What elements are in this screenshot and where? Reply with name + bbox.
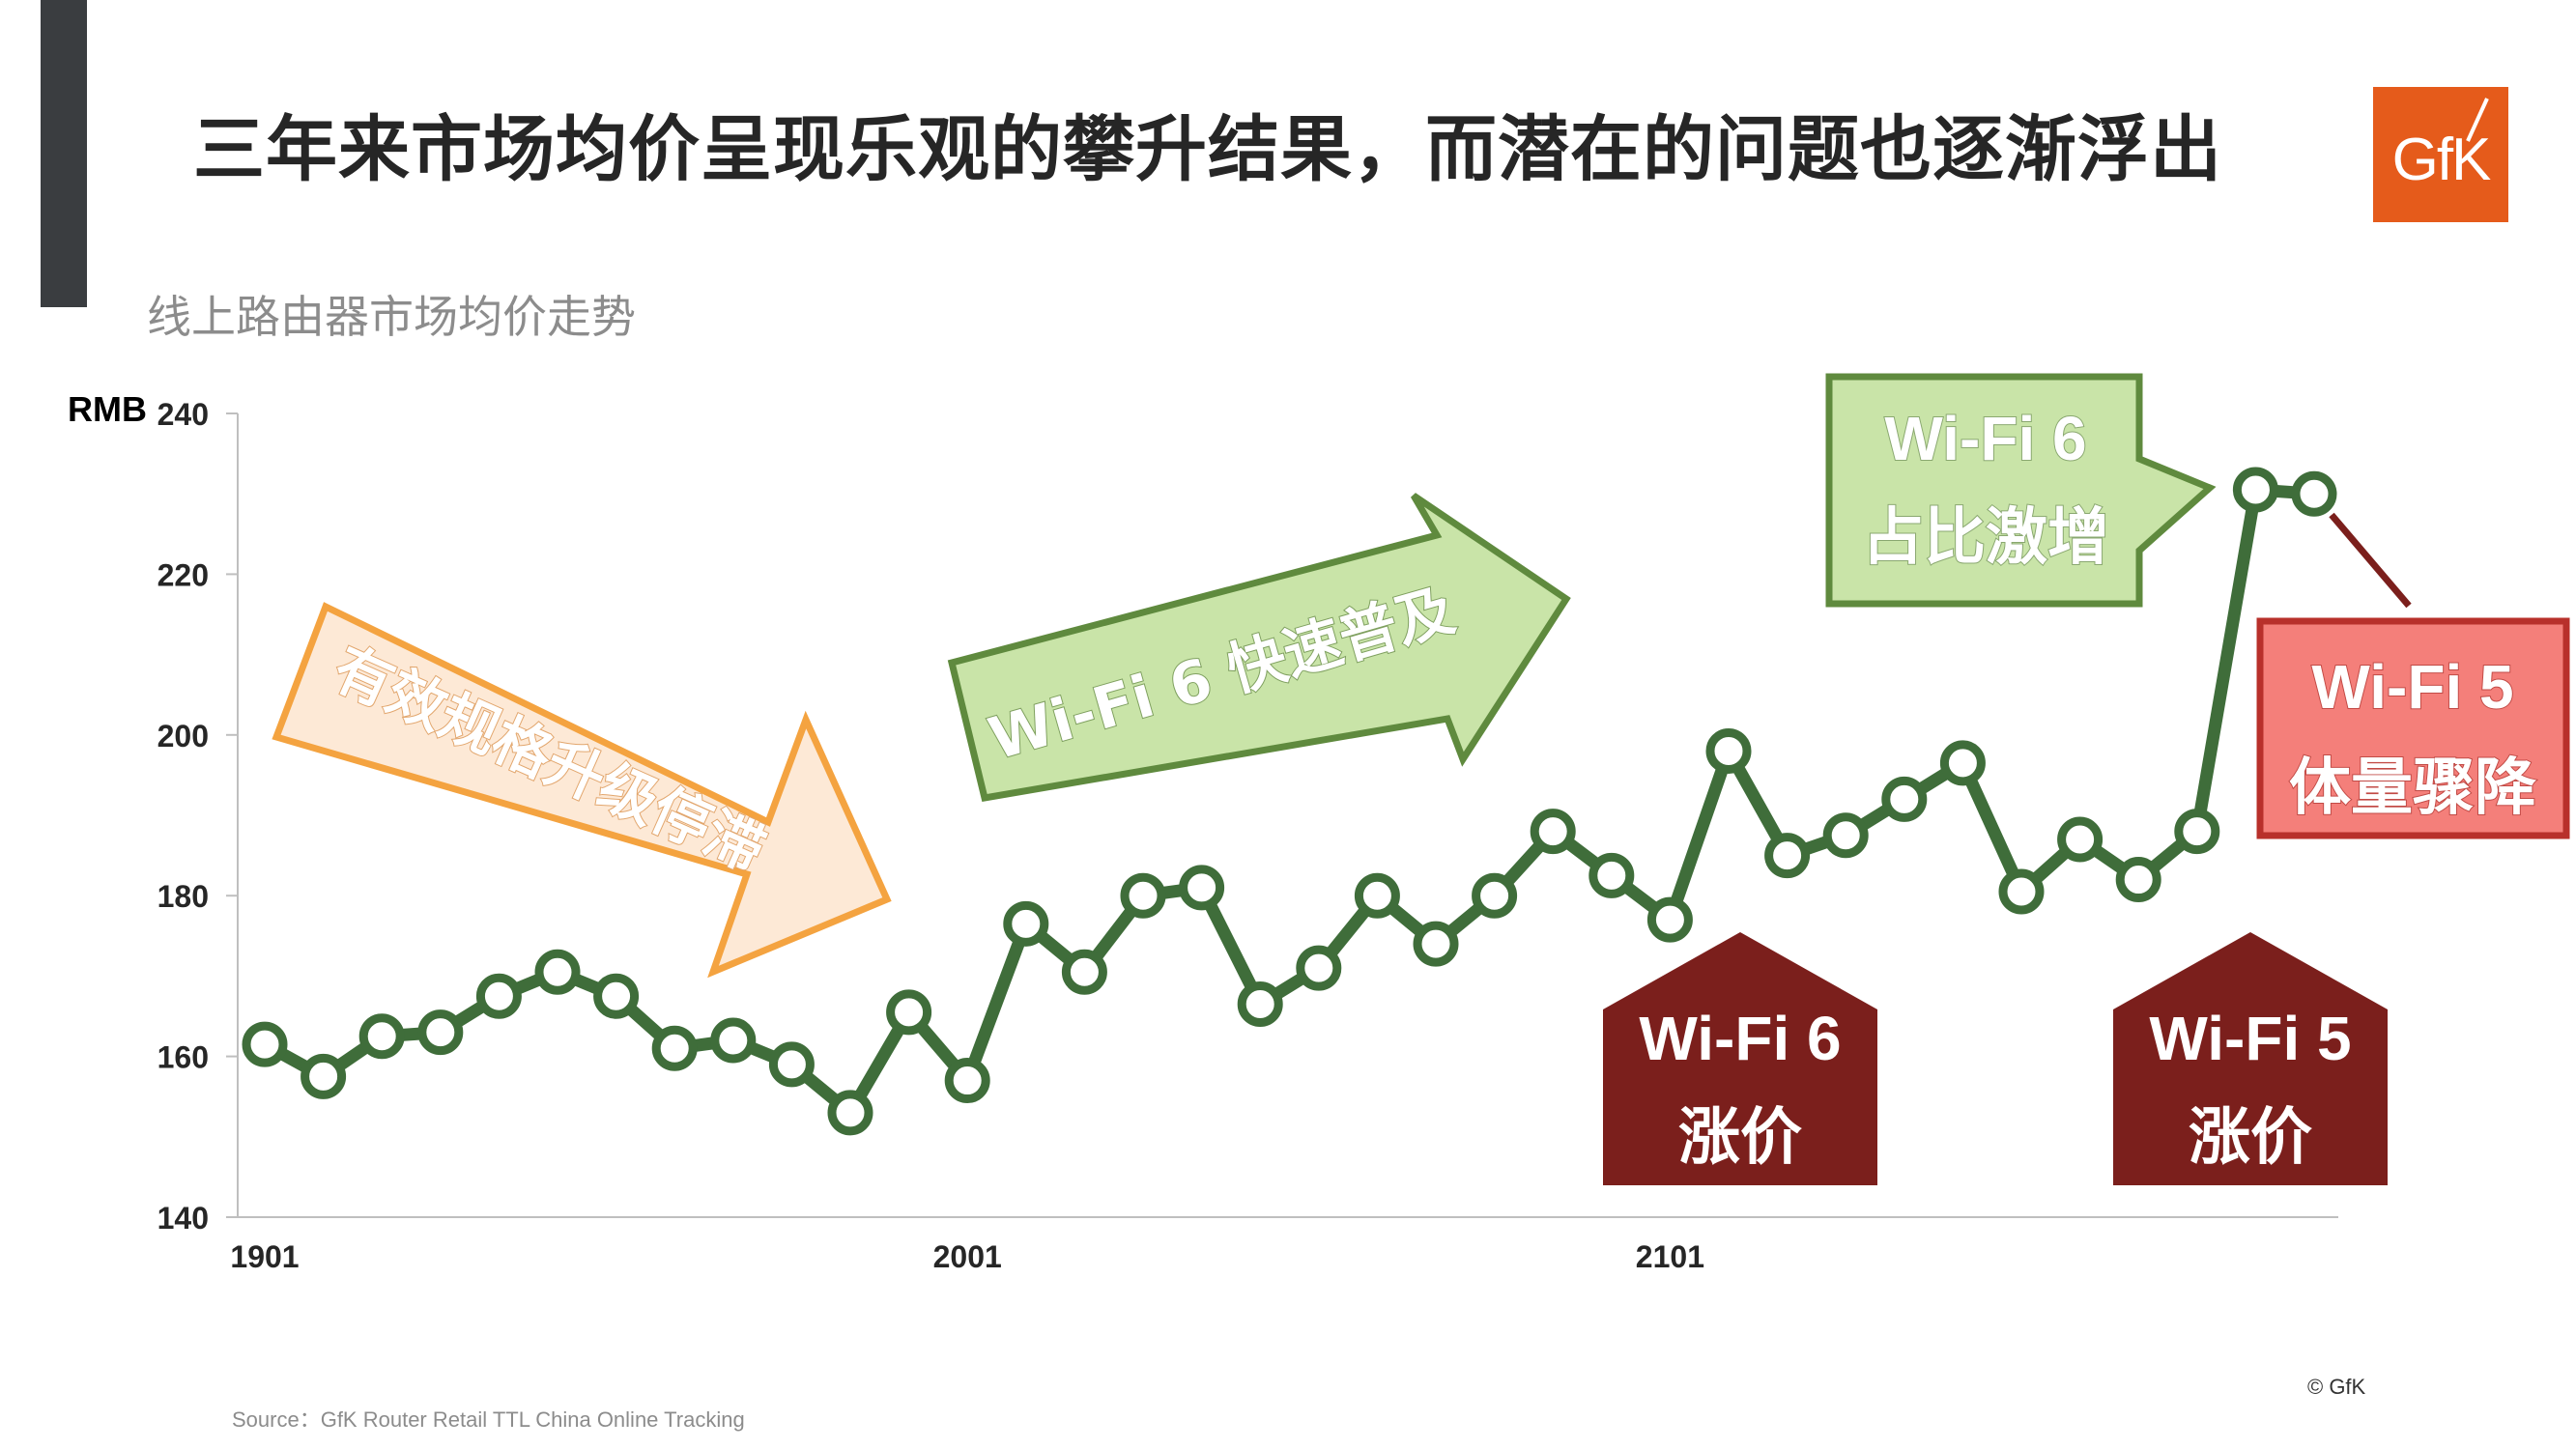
gfk-logo: GfK — [2373, 87, 2508, 222]
wifi6-price-rise-badge: Wi-Fi 6 涨价 — [1603, 932, 1877, 1185]
page-title: 三年来市场均价呈现乐观的攀升结果，而潜在的问题也逐渐浮出 — [193, 108, 2222, 191]
data-point — [1822, 812, 1869, 859]
y-tick-label: 220 — [157, 557, 209, 592]
data-point — [1354, 872, 1400, 919]
wifi5-drop-line2: 体量骤降 — [2289, 753, 2536, 824]
data-point — [1003, 900, 1049, 947]
data-point — [1705, 727, 1752, 774]
x-tick-label: 2101 — [1636, 1239, 1704, 1274]
data-point — [1472, 872, 1518, 919]
data-point — [2115, 857, 2161, 903]
accent-bar — [41, 0, 87, 307]
data-point — [710, 1017, 757, 1064]
data-point — [2057, 816, 2104, 863]
data-point — [1061, 949, 1107, 995]
wifi6-surge-callout: Wi-Fi 6 占比激增 — [1825, 373, 2217, 608]
data-point — [1589, 852, 1635, 898]
data-point — [1939, 740, 1986, 786]
y-tick-label: 180 — [157, 879, 209, 914]
data-point — [2232, 467, 2278, 513]
data-point — [1179, 865, 1225, 911]
logo-text: GfK — [2391, 127, 2492, 193]
chart-subtitle: 线上路由器市场均价走势 — [147, 291, 636, 343]
wifi6-spread-arrow: Wi-Fi 6 快速普及 — [947, 493, 1571, 803]
data-point — [1413, 921, 1459, 967]
wifi6-rise-line1: Wi-Fi 6 — [1639, 1004, 1841, 1073]
y-tick-label: 240 — [157, 397, 209, 432]
data-point — [827, 1090, 873, 1136]
y-tick-label: 200 — [157, 719, 209, 753]
data-point — [475, 973, 522, 1019]
data-point — [593, 973, 640, 1019]
y-axis-unit: RMB — [68, 389, 147, 429]
wifi5-drop-pointer — [2329, 512, 2412, 609]
wifi5-drop-callout: Wi-Fi 5 体量骤降 — [2256, 512, 2570, 839]
x-tick-label: 2001 — [933, 1239, 1002, 1274]
wifi6-surge-line1: Wi-Fi 6 — [1884, 404, 2086, 473]
wifi5-drop-line1: Wi-Fi 5 — [2311, 652, 2513, 722]
data-point — [417, 1009, 464, 1056]
wifi5-rise-line2: 涨价 — [2189, 1102, 2312, 1174]
data-point — [1646, 896, 1693, 943]
x-tick-label: 1901 — [230, 1239, 299, 1274]
data-point — [1764, 833, 1811, 879]
data-point — [1530, 809, 1576, 855]
wifi5-price-rise-badge: Wi-Fi 5 涨价 — [2113, 932, 2388, 1185]
logo-slash-icon — [2466, 98, 2489, 142]
data-point — [768, 1041, 815, 1088]
copyright: © GfK — [2307, 1375, 2366, 1399]
data-point — [2174, 809, 2220, 855]
data-point — [242, 1021, 288, 1067]
data-point — [944, 1058, 990, 1104]
wifi6-rise-line2: 涨价 — [1678, 1102, 1802, 1174]
data-point — [2291, 470, 2337, 517]
data-point — [1296, 945, 1342, 991]
data-point — [1120, 872, 1166, 919]
data-point — [301, 1053, 347, 1099]
wifi5-rise-line1: Wi-Fi 5 — [2149, 1004, 2351, 1073]
wifi6-surge-line2: 占比激增 — [1862, 502, 2109, 574]
source-note: Source：GfK Router Retail TTL China Onlin… — [232, 1407, 745, 1432]
data-point — [534, 949, 581, 995]
data-point — [1998, 868, 2045, 915]
y-tick-label: 140 — [157, 1201, 209, 1236]
data-point — [651, 1025, 698, 1071]
data-point — [1237, 981, 1283, 1028]
data-point — [886, 989, 932, 1036]
data-point — [358, 1013, 405, 1060]
data-point — [1881, 776, 1928, 822]
y-tick-label: 160 — [157, 1040, 209, 1075]
stagnation-arrow: 有效规格升级停滞 — [272, 602, 892, 979]
